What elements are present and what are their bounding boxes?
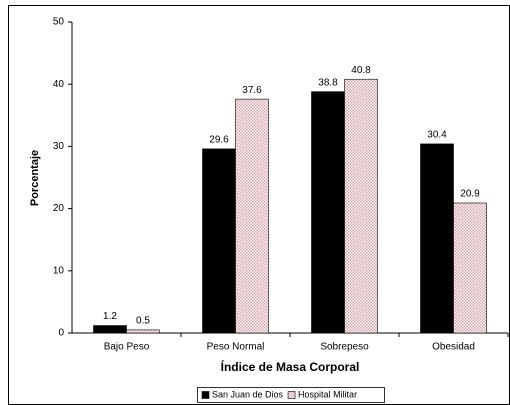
- bar: [453, 202, 487, 334]
- y-tick-label: 40: [53, 79, 65, 90]
- value-label: 0.5: [136, 316, 150, 327]
- value-label: 1.2: [103, 311, 117, 322]
- bar: [344, 78, 378, 334]
- bar: [93, 325, 127, 334]
- y-tick-label: 0: [58, 328, 64, 339]
- bar: [235, 98, 269, 334]
- bar: [420, 143, 454, 334]
- value-label: 30.4: [427, 130, 447, 141]
- y-tick-label: 30: [53, 141, 65, 152]
- x-tick-label: Bajo Peso: [104, 342, 150, 353]
- x-tick-label: Peso Normal: [207, 342, 265, 353]
- x-axis-label: Índice de Masa Corporal: [221, 359, 360, 374]
- x-tick-label: Sobrepeso: [320, 342, 369, 353]
- value-label: 20.9: [460, 189, 480, 200]
- y-tick-label: 20: [53, 203, 65, 214]
- value-label: 37.6: [242, 85, 262, 96]
- y-tick-label: 50: [53, 17, 65, 28]
- x-tick-label: Obesidad: [432, 342, 475, 353]
- bar: [202, 148, 236, 334]
- legend-label: San Juan de Dios: [212, 389, 284, 399]
- legend-label: Hospital Militar: [298, 389, 357, 399]
- value-label: 40.8: [351, 65, 371, 76]
- value-label: 38.8: [318, 77, 338, 88]
- bar: [126, 329, 160, 334]
- bar: [311, 91, 345, 334]
- legend-swatch: [201, 391, 210, 399]
- y-tick-label: 10: [53, 265, 65, 276]
- value-label: 29.6: [209, 135, 229, 146]
- legend-swatch: [287, 391, 296, 399]
- y-axis-label: Porcentaje: [29, 150, 41, 206]
